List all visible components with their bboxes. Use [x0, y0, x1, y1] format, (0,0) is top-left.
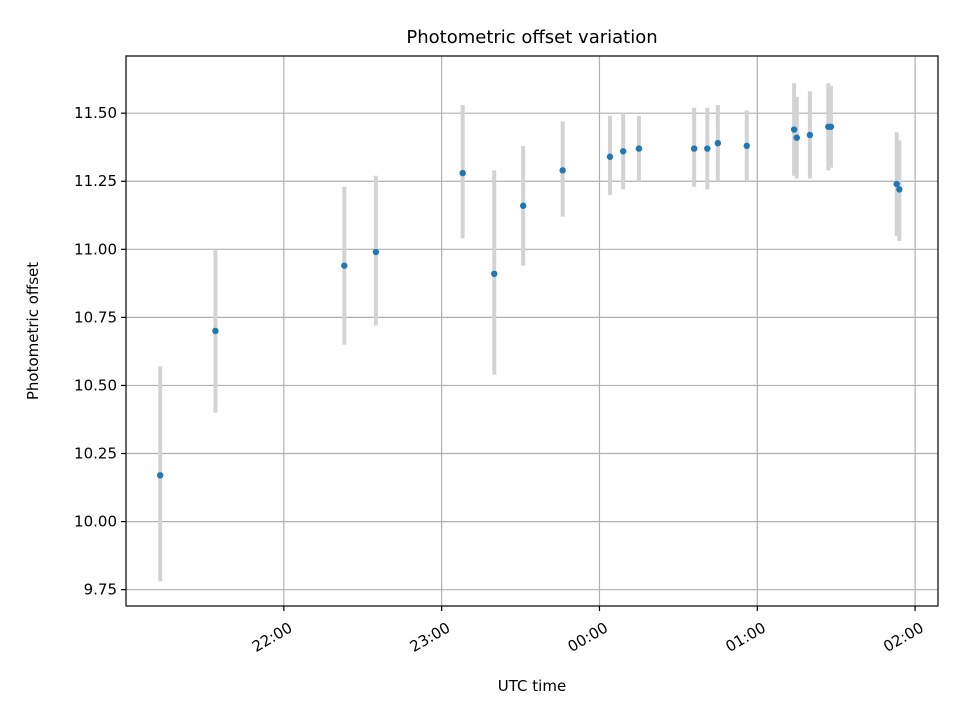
data-point — [714, 139, 722, 147]
chart-title: Photometric offset variation — [406, 27, 657, 48]
x-tick-label: 22:00 — [249, 619, 295, 656]
data-point — [212, 327, 219, 335]
data-point — [690, 145, 698, 152]
y-axis-title: Photometric offset — [24, 262, 42, 400]
y-tick-label: 11.25 — [74, 172, 117, 190]
data-point — [619, 148, 627, 155]
x-tick-label: 01:00 — [722, 619, 768, 656]
x-axis-title: UTC time — [498, 677, 566, 695]
x-axis: 22:00 23:00 00:00 01:00 02:00 — [249, 606, 927, 656]
data-point — [704, 145, 711, 152]
x-tick-label: 23:00 — [407, 619, 453, 656]
data-point — [341, 262, 348, 269]
data-point — [827, 123, 835, 130]
data-point — [459, 169, 466, 177]
data-point — [156, 472, 164, 479]
data-point — [519, 202, 527, 209]
data-point — [896, 186, 903, 193]
y-tick-label: 10.50 — [74, 376, 117, 394]
data-point — [790, 126, 798, 133]
x-tick-label: 02:00 — [880, 619, 926, 656]
y-tick-label: 10.00 — [74, 513, 117, 531]
y-tick-label: 11.00 — [74, 240, 117, 258]
data-point — [491, 270, 498, 278]
data-point — [559, 167, 566, 174]
y-tick-label: 10.75 — [74, 308, 117, 326]
x-tick-label: 00:00 — [565, 619, 611, 656]
data-points — [156, 123, 903, 479]
data-point — [793, 134, 800, 141]
y-tick-label: 10.25 — [74, 445, 117, 463]
error-bars — [158, 83, 902, 582]
data-point — [635, 145, 643, 152]
y-tick-label: 9.75 — [84, 581, 117, 599]
data-point — [893, 180, 900, 188]
grid — [126, 56, 938, 606]
data-point — [743, 142, 750, 150]
data-point — [372, 248, 380, 256]
data-point — [806, 131, 814, 139]
y-tick-label: 11.50 — [74, 104, 117, 122]
y-axis: 9.75 10.00 10.25 10.50 10.75 11.00 11.25 11.50 — [74, 104, 126, 599]
data-point — [606, 153, 614, 160]
plot-frame — [125, 55, 939, 607]
